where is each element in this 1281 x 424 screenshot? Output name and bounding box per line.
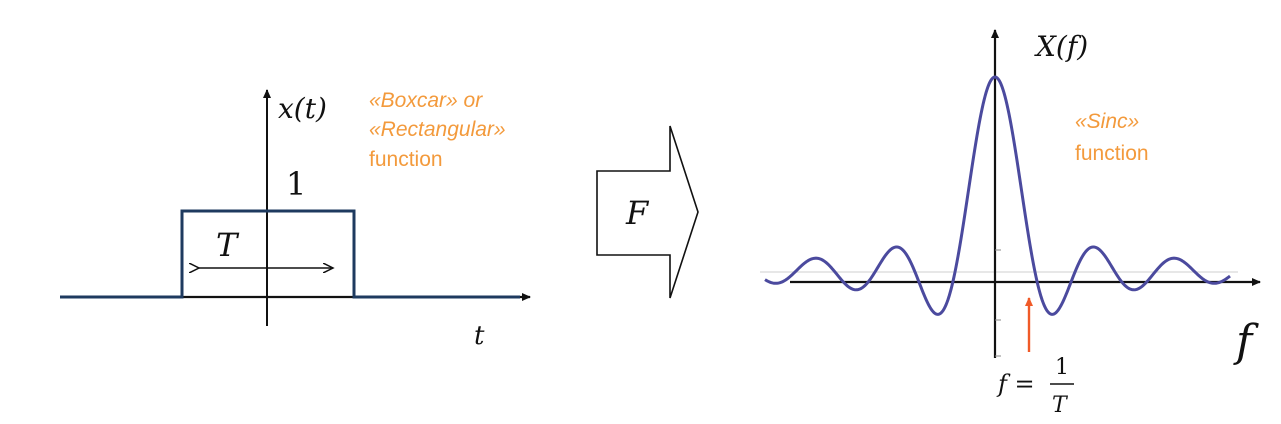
boxcar-caption-line3: function (369, 148, 443, 171)
boxcar-caption-line2: «Rectangular» (369, 118, 506, 141)
transform-arrow: F (596, 125, 699, 299)
boxcar-width-label: T (216, 226, 240, 264)
marker-lhs: f = (996, 370, 1035, 398)
boxcar-x-label: t (474, 321, 485, 351)
sinc-curve (764, 75, 1231, 316)
sinc-caption-line1: «Sinc» (1075, 110, 1139, 133)
marker-denominator: T (1052, 393, 1069, 418)
transform-label: F (625, 194, 650, 232)
boxcar-caption-line1: «Boxcar» or (369, 89, 483, 112)
sinc-y-ticks (995, 249, 1001, 357)
boxcar-pulse (60, 209, 520, 299)
transform-arrow-shape (596, 125, 699, 299)
sinc-x-label: f (1233, 316, 1259, 367)
sinc-caption-line2: function (1075, 142, 1149, 165)
sinc-y-label: X(f) (1034, 30, 1088, 63)
boxcar-y-label: x(t) (278, 92, 327, 125)
marker-numerator: 1 (1055, 355, 1069, 380)
boxcar-height-label: 1 (286, 165, 306, 203)
sinc-plot: X(f) f «Sinc» function f = 1 T (760, 29, 1261, 418)
boxcar-plot: x(t) t 1 T «Boxcar» or «Rectangular» fun… (60, 89, 531, 351)
